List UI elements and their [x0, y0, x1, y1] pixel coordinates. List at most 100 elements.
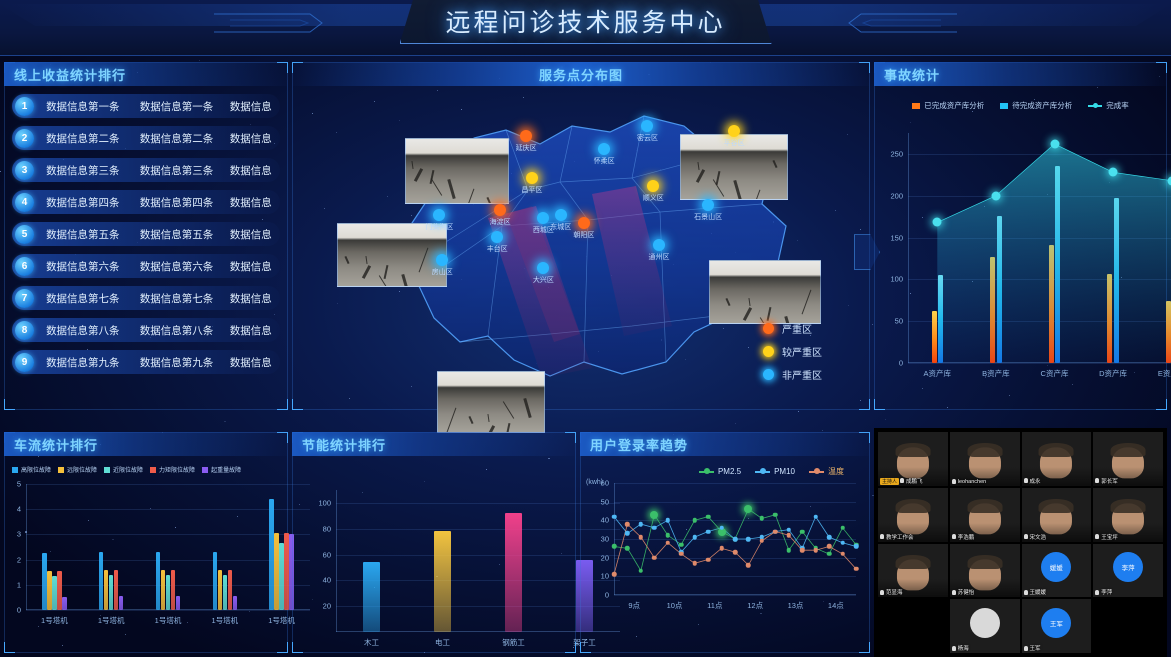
line-data-point: [1167, 176, 1171, 186]
list-item-col3: 数据信息: [229, 196, 272, 209]
rank-badge: 4: [15, 192, 34, 212]
host-badge: 主持人: [880, 477, 900, 485]
list-item[interactable]: 9 数据信息第九条 数据信息第九条 数据信息: [12, 350, 280, 374]
map-point[interactable]: 平谷区: [724, 125, 745, 147]
line-data-point: [813, 514, 818, 519]
ranking-list[interactable]: 1 数据信息第一条 数据信息第一条 数据信息 2 数据信息第二条 数据信息第二条 数据信息 3 数…: [4, 86, 288, 374]
video-cell[interactable]: 媛媛 王媛媛: [1021, 543, 1092, 598]
carflow-chart-legend[interactable]: 高限位故障 远限位故障 近限位故障 力矩限位故障 起重量故障: [4, 456, 288, 476]
legend-item[interactable]: 起重量故障: [202, 465, 241, 474]
line-data-point: [773, 529, 778, 534]
video-cell[interactable]: 教学工作会: [878, 487, 948, 542]
map-point-dot-icon: [641, 120, 654, 133]
x-axis-tick: 14点: [827, 601, 844, 610]
list-item[interactable]: 3 数据信息第三条 数据信息第三条 数据信息: [12, 158, 280, 182]
video-cell[interactable]: leohanchen: [949, 432, 1020, 486]
map-point[interactable]: 怀柔区: [594, 142, 615, 165]
line-data-point: [611, 514, 617, 519]
video-cell[interactable]: 成永: [1021, 432, 1092, 486]
video-cell[interactable]: 李萍 李萍: [1093, 543, 1163, 598]
map-site-thumbnail[interactable]: [405, 138, 509, 204]
legend-item[interactable]: 完成率: [1088, 100, 1129, 111]
y-axis-tick: 30: [600, 534, 609, 544]
video-cell[interactable]: 宋文浩: [1021, 487, 1092, 542]
y-axis-tick: 2: [16, 555, 21, 565]
grid-line: [336, 606, 620, 608]
video-cell[interactable]: 杨海: [949, 599, 1020, 653]
list-item-col1: 数据信息第一条: [46, 100, 120, 113]
x-axis-tick: 11点: [707, 601, 723, 610]
map-point-label: 平谷区: [723, 140, 745, 148]
legend-item[interactable]: 近限位故障: [104, 465, 143, 474]
map-point[interactable]: 房山区: [432, 253, 453, 276]
grid-line: [26, 610, 310, 611]
map-point-label: 朝阳区: [573, 231, 595, 239]
bar: [222, 574, 227, 610]
panel-carflow-ranking: 车流统计排行 高限位故障 远限位故障 近限位故障 力矩限位故障 起重量故障 0 1 2 3 4 5…: [4, 432, 310, 653]
login-chart-legend[interactable]: PM2.5 PM10 温度: [580, 456, 870, 477]
map-point[interactable]: 丰台区: [487, 231, 508, 253]
microphone-icon: [1023, 589, 1028, 595]
video-cell[interactable]: 苏健怡: [949, 543, 1020, 598]
map-point[interactable]: 延庆区: [516, 129, 537, 152]
accident-chart-legend[interactable]: 已完成资产库分析 待完成资产库分析 完成率: [874, 86, 1167, 115]
list-item[interactable]: 2 数据信息第二条 数据信息第二条 数据信息: [12, 126, 280, 150]
legend-item[interactable]: 待完成资产库分析: [1000, 100, 1072, 111]
panel-video-conference[interactable]: 主持人 成鹏飞 leohanchen 成永 郭长军教学工作会 李浩鹏 宋文浩 王宝坪范显海 苏健…: [874, 428, 1167, 657]
legend-item[interactable]: 力矩限位故障: [150, 465, 195, 474]
list-item[interactable]: 4 数据信息第四条 数据信息第四条 数据信息: [12, 190, 280, 214]
legend-item[interactable]: 温度: [809, 466, 844, 477]
video-cell[interactable]: 范显海: [878, 543, 948, 598]
video-cell[interactable]: 主持人 成鹏飞: [878, 432, 948, 486]
map-point-dot-icon: [702, 199, 715, 212]
map-point[interactable]: 密云区: [637, 120, 658, 142]
list-item[interactable]: 8 数据信息第八条 数据信息第八条 数据信息: [12, 318, 280, 342]
map-site-thumbnail[interactable]: [337, 223, 447, 287]
map-site-thumbnail[interactable]: [437, 371, 545, 433]
list-item[interactable]: 6 数据信息第六条 数据信息第六条 数据信息: [12, 254, 280, 278]
map-point[interactable]: 顺义区: [643, 179, 664, 202]
list-item[interactable]: 5 数据信息第五条 数据信息第五条 数据信息: [12, 222, 280, 246]
legend-item[interactable]: 高限位故障: [12, 465, 51, 474]
page-title-text: 远程问诊技术服务中心: [445, 9, 726, 37]
map-point[interactable]: 通州区: [649, 239, 670, 261]
bar: [114, 569, 119, 610]
map-site-thumbnail[interactable]: [709, 260, 821, 324]
map-legend-label: 严重区: [782, 325, 812, 336]
list-item[interactable]: 7 数据信息第七条 数据信息第七条 数据信息: [12, 286, 280, 310]
map-point[interactable]: 石景山区: [694, 199, 722, 221]
video-cell[interactable]: 王军 王军: [1021, 599, 1092, 653]
video-cell[interactable]: 李浩鹏: [949, 487, 1020, 542]
map-point[interactable]: 昌平区: [521, 171, 542, 194]
map-point[interactable]: 朝阳区: [573, 216, 594, 239]
map-point-label: 怀柔区: [593, 157, 615, 165]
map-legend-item: 严重区: [763, 321, 822, 336]
rank-badge: 8: [15, 320, 34, 340]
list-item-col3: 数据信息: [229, 164, 272, 177]
legend-item[interactable]: 远限位故障: [58, 465, 97, 474]
map-point-label: 海淀区: [489, 218, 511, 226]
y-axis-tick: 40: [600, 515, 609, 525]
line-data-point: [625, 521, 630, 527]
legend-item[interactable]: 已完成资产库分析: [912, 100, 984, 111]
video-cell[interactable]: 王宝坪: [1093, 487, 1163, 542]
line-data-point: [705, 514, 711, 519]
line-data-point: [799, 529, 805, 534]
map-canvas[interactable]: 延庆区 密云区怀柔区 平谷区昌平区 顺义区门头沟区 海淀区朝阳区 西城区 东城区丰台区 通州区…: [292, 86, 880, 433]
map-point[interactable]: 东城区: [550, 208, 571, 231]
line-data-point: [1108, 167, 1118, 177]
map-point[interactable]: 海淀区: [490, 203, 511, 226]
x-axis-tick: 1号塔机: [268, 616, 295, 625]
x-axis-tick: A资产库: [923, 369, 952, 378]
map-point-label: 延庆区: [515, 144, 537, 152]
map-point[interactable]: 西城区: [533, 212, 554, 234]
map-point[interactable]: 大兴区: [533, 261, 554, 284]
list-item[interactable]: 1 数据信息第一条 数据信息第一条 数据信息: [12, 94, 280, 118]
legend-item[interactable]: PM10: [755, 466, 795, 477]
map-point[interactable]: 门头沟区: [425, 208, 453, 231]
panel-login-trend: 用户登录率趋势 PM2.5 PM10 温度 (kwh) 0 10 20 30 40 50 60 9…: [580, 432, 870, 653]
legend-item[interactable]: PM2.5: [698, 466, 741, 477]
video-grid[interactable]: 主持人 成鹏飞 leohanchen 成永 郭长军教学工作会 李浩鹏 宋文浩 王宝坪范显海 苏健…: [878, 432, 1163, 653]
video-cell[interactable]: 郭长军: [1093, 432, 1163, 486]
panel-title-login: 用户登录率趋势: [590, 437, 689, 453]
